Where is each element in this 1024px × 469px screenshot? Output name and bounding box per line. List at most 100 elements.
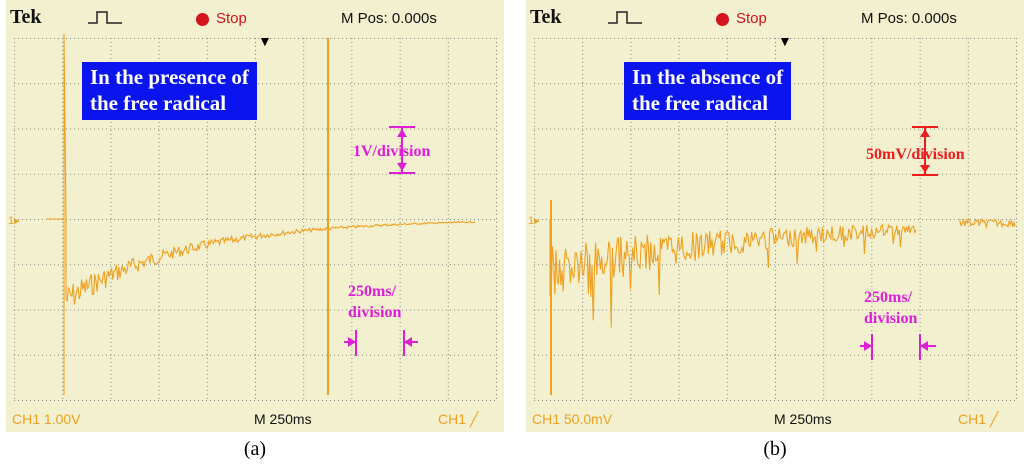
grid-dot: [394, 354, 395, 356]
grid-dot: [250, 38, 251, 39]
grid-dot: [351, 254, 353, 255]
grid-dot: [878, 400, 879, 401]
grid-dot: [967, 206, 969, 207]
grid-dot: [262, 400, 263, 401]
grid-dot: [990, 173, 991, 175]
grid-dot: [326, 400, 327, 401]
grid-dot: [496, 258, 497, 259]
grid-dot: [967, 274, 969, 275]
grid-dot: [351, 182, 353, 183]
grid-dot: [823, 314, 825, 315]
grid-dot: [238, 264, 239, 266]
grid-dot: [398, 309, 399, 311]
grid-dot: [854, 354, 855, 356]
grid-dot: [450, 309, 451, 311]
grid-dot: [150, 173, 151, 175]
grid-dot: [823, 230, 825, 231]
grid-dot: [642, 264, 643, 266]
grid-dot: [814, 354, 815, 356]
grid-dot: [66, 83, 67, 85]
grid-dot: [967, 86, 969, 87]
grid-dot: [206, 219, 207, 220]
grid-dot: [390, 83, 391, 85]
grid-dot: [255, 282, 256, 283]
acquire-icon: [608, 11, 642, 24]
grid-dot: [447, 118, 449, 119]
grid-dot: [303, 78, 305, 79]
grid-dot: [678, 362, 680, 363]
grid-dot: [846, 354, 847, 356]
grid-dot: [926, 128, 927, 130]
grid-dot: [982, 38, 983, 39]
grid-dot: [394, 128, 395, 130]
grid-dot: [950, 128, 951, 130]
grid-dot: [496, 334, 497, 335]
grid-dot: [590, 309, 591, 311]
grid-dot: [582, 86, 584, 87]
grid-dot: [322, 128, 323, 130]
grid-dot: [158, 374, 160, 375]
grid-dot: [158, 226, 160, 227]
grid-dot: [438, 309, 439, 311]
grid-dot: [351, 262, 353, 263]
grid-dot: [62, 50, 64, 51]
grid-dot: [910, 38, 911, 39]
grid-dot: [447, 210, 449, 211]
grid-dot: [734, 264, 735, 266]
grid-dot: [496, 118, 497, 119]
grid-dot: [447, 162, 449, 163]
grid-dot: [496, 246, 497, 247]
grid-dot: [210, 38, 211, 39]
grid-dot: [366, 128, 367, 130]
grid-dot: [102, 354, 103, 356]
grid-dot: [38, 400, 39, 401]
grid-dot: [303, 46, 305, 47]
grid-dot: [58, 264, 59, 266]
grid-dot: [178, 354, 179, 356]
grid-dot: [970, 400, 971, 401]
grid-dot: [266, 83, 267, 85]
grid-dot: [110, 346, 112, 347]
grid-dot: [14, 62, 15, 63]
grid-dot: [62, 118, 64, 119]
grid-dot: [496, 138, 497, 139]
grid-dot: [726, 334, 728, 335]
grid-dot: [62, 122, 64, 123]
grid-dot: [886, 128, 887, 130]
grid-dot: [62, 178, 64, 179]
grid-dot: [630, 210, 632, 211]
grid-dot: [447, 198, 449, 199]
grid-dot: [206, 394, 208, 395]
grid-dot: [166, 400, 167, 401]
grid-dot: [578, 400, 579, 401]
grid-dot: [142, 309, 143, 311]
grid-dot: [746, 309, 747, 311]
grid-dot: [62, 106, 64, 107]
grid-dot: [1016, 374, 1017, 375]
grid-dot: [775, 194, 776, 195]
grid-dot: [314, 309, 315, 311]
grid-dot: [210, 128, 211, 130]
grid-dot: [726, 194, 728, 195]
grid-dot: [798, 354, 799, 356]
grid-dot: [823, 226, 825, 227]
grid-dot: [486, 38, 487, 39]
grid-dot: [447, 254, 449, 255]
grid-dot: [534, 214, 535, 215]
grid-dot: [718, 354, 719, 356]
grid-dot: [750, 38, 751, 39]
grid-dot: [62, 74, 64, 75]
grid-dot: [918, 309, 919, 311]
grid-dot: [138, 309, 139, 311]
grid-dot: [466, 309, 467, 311]
grid-dot: [399, 74, 401, 75]
grid-dot: [374, 83, 375, 85]
vertical-scale-bracket: [389, 126, 415, 174]
grid-dot: [742, 309, 743, 311]
grid-dot: [94, 173, 95, 175]
grid-dot: [206, 218, 208, 219]
grid-dot: [362, 83, 363, 85]
grid-dot: [802, 219, 803, 220]
grid-dot: [666, 128, 667, 130]
grid-dot: [630, 250, 632, 251]
